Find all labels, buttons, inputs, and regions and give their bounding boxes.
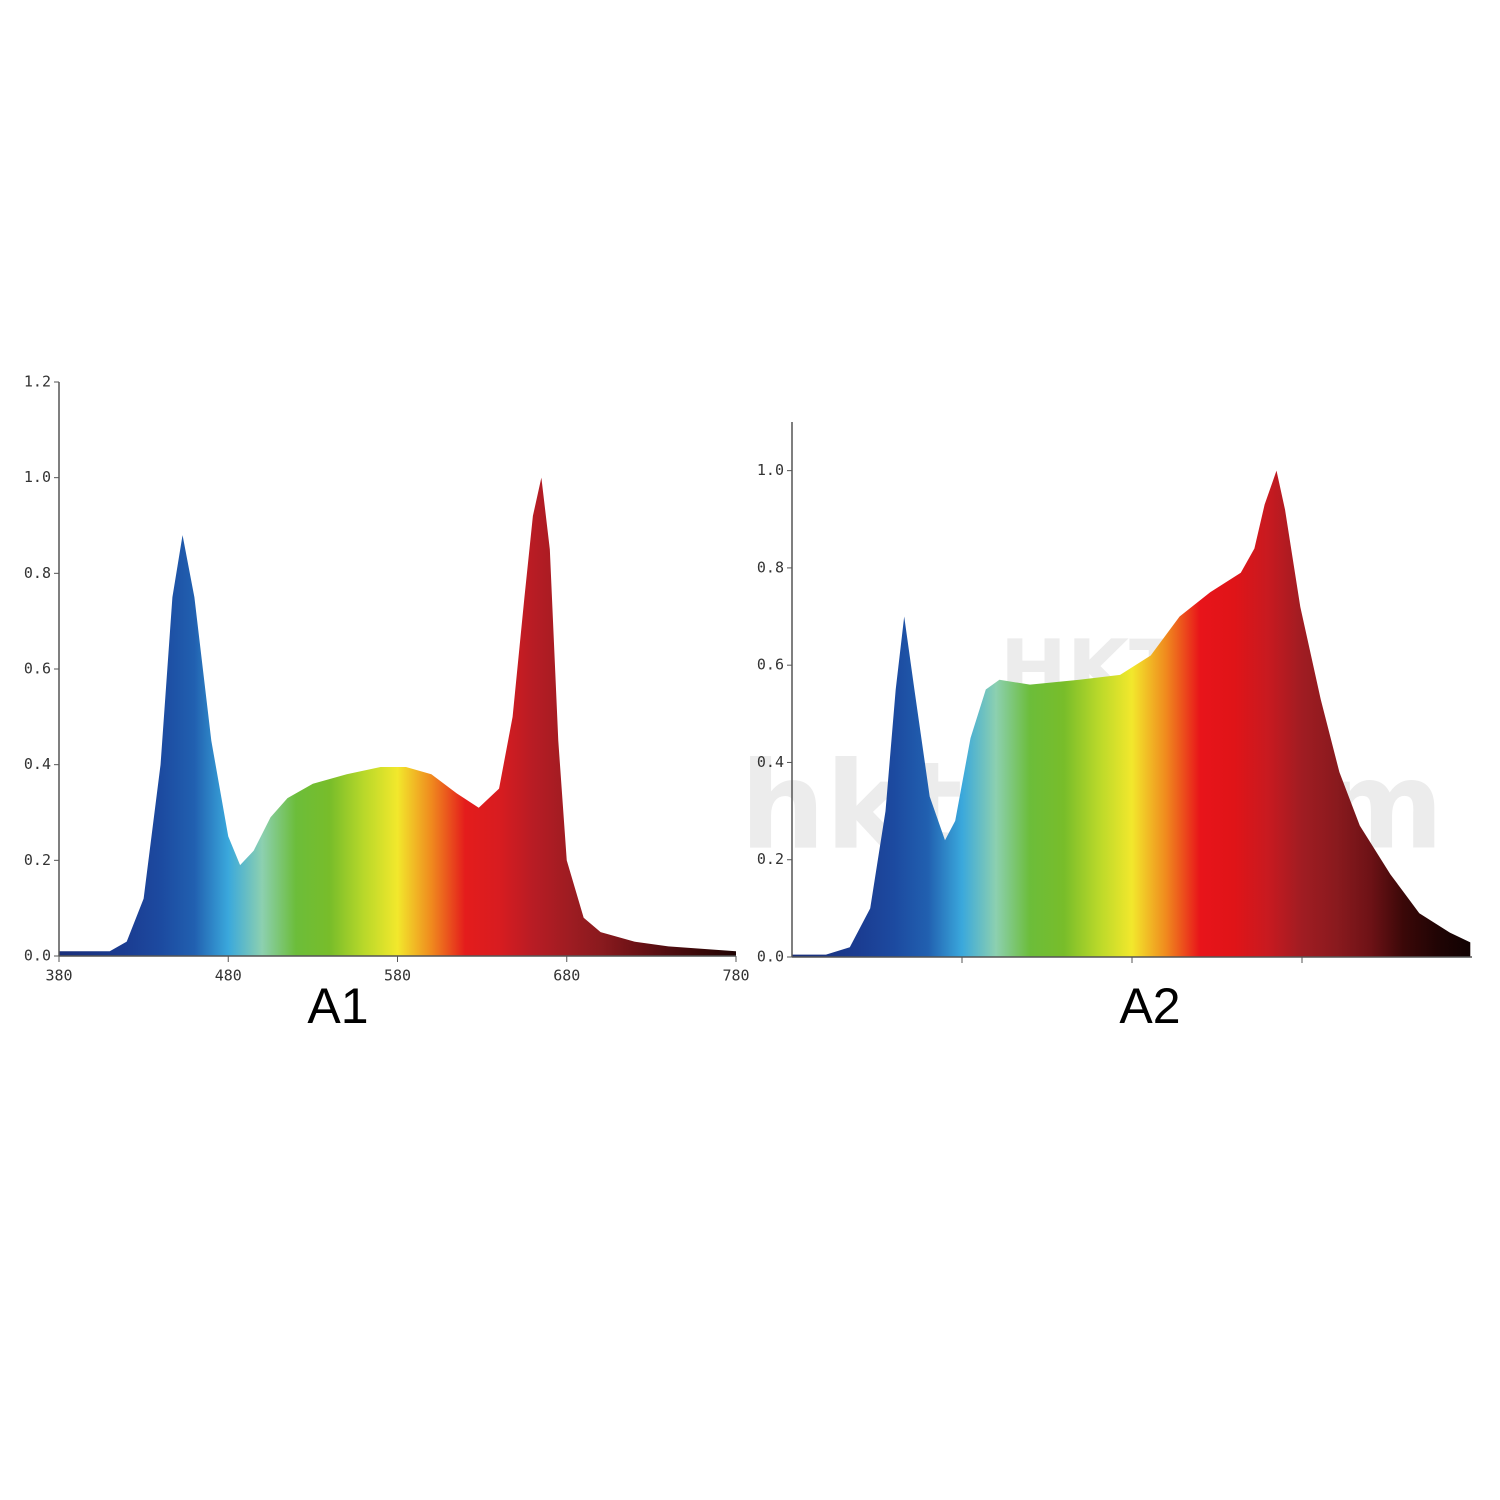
y-tick-label: 1.0 [24, 468, 51, 486]
chart-title: A1 [307, 978, 368, 1034]
y-tick-label: 0.4 [757, 753, 784, 771]
x-tick-label: 680 [553, 967, 580, 985]
y-tick-label: 0.0 [757, 948, 784, 966]
x-tick-label: 380 [45, 967, 72, 985]
x-tick-label: 780 [722, 967, 749, 985]
y-tick-label: 1.0 [757, 461, 784, 479]
y-tick-label: 0.6 [757, 656, 784, 674]
y-tick-label: 0.4 [24, 755, 51, 773]
y-tick-label: 1.2 [24, 373, 51, 391]
spectrum-area [59, 477, 736, 956]
y-tick-label: 0.6 [24, 660, 51, 678]
y-tick-label: 0.8 [757, 558, 784, 576]
y-tick-label: 0.2 [24, 851, 51, 869]
y-tick-label: 0.2 [757, 850, 784, 868]
spectrum-area [792, 470, 1471, 957]
y-tick-label: 0.0 [24, 947, 51, 965]
y-tick-label: 0.8 [24, 564, 51, 582]
x-tick-label: 480 [215, 967, 242, 985]
chart-title: A2 [1119, 978, 1180, 1034]
x-tick-label: 580 [384, 967, 411, 985]
